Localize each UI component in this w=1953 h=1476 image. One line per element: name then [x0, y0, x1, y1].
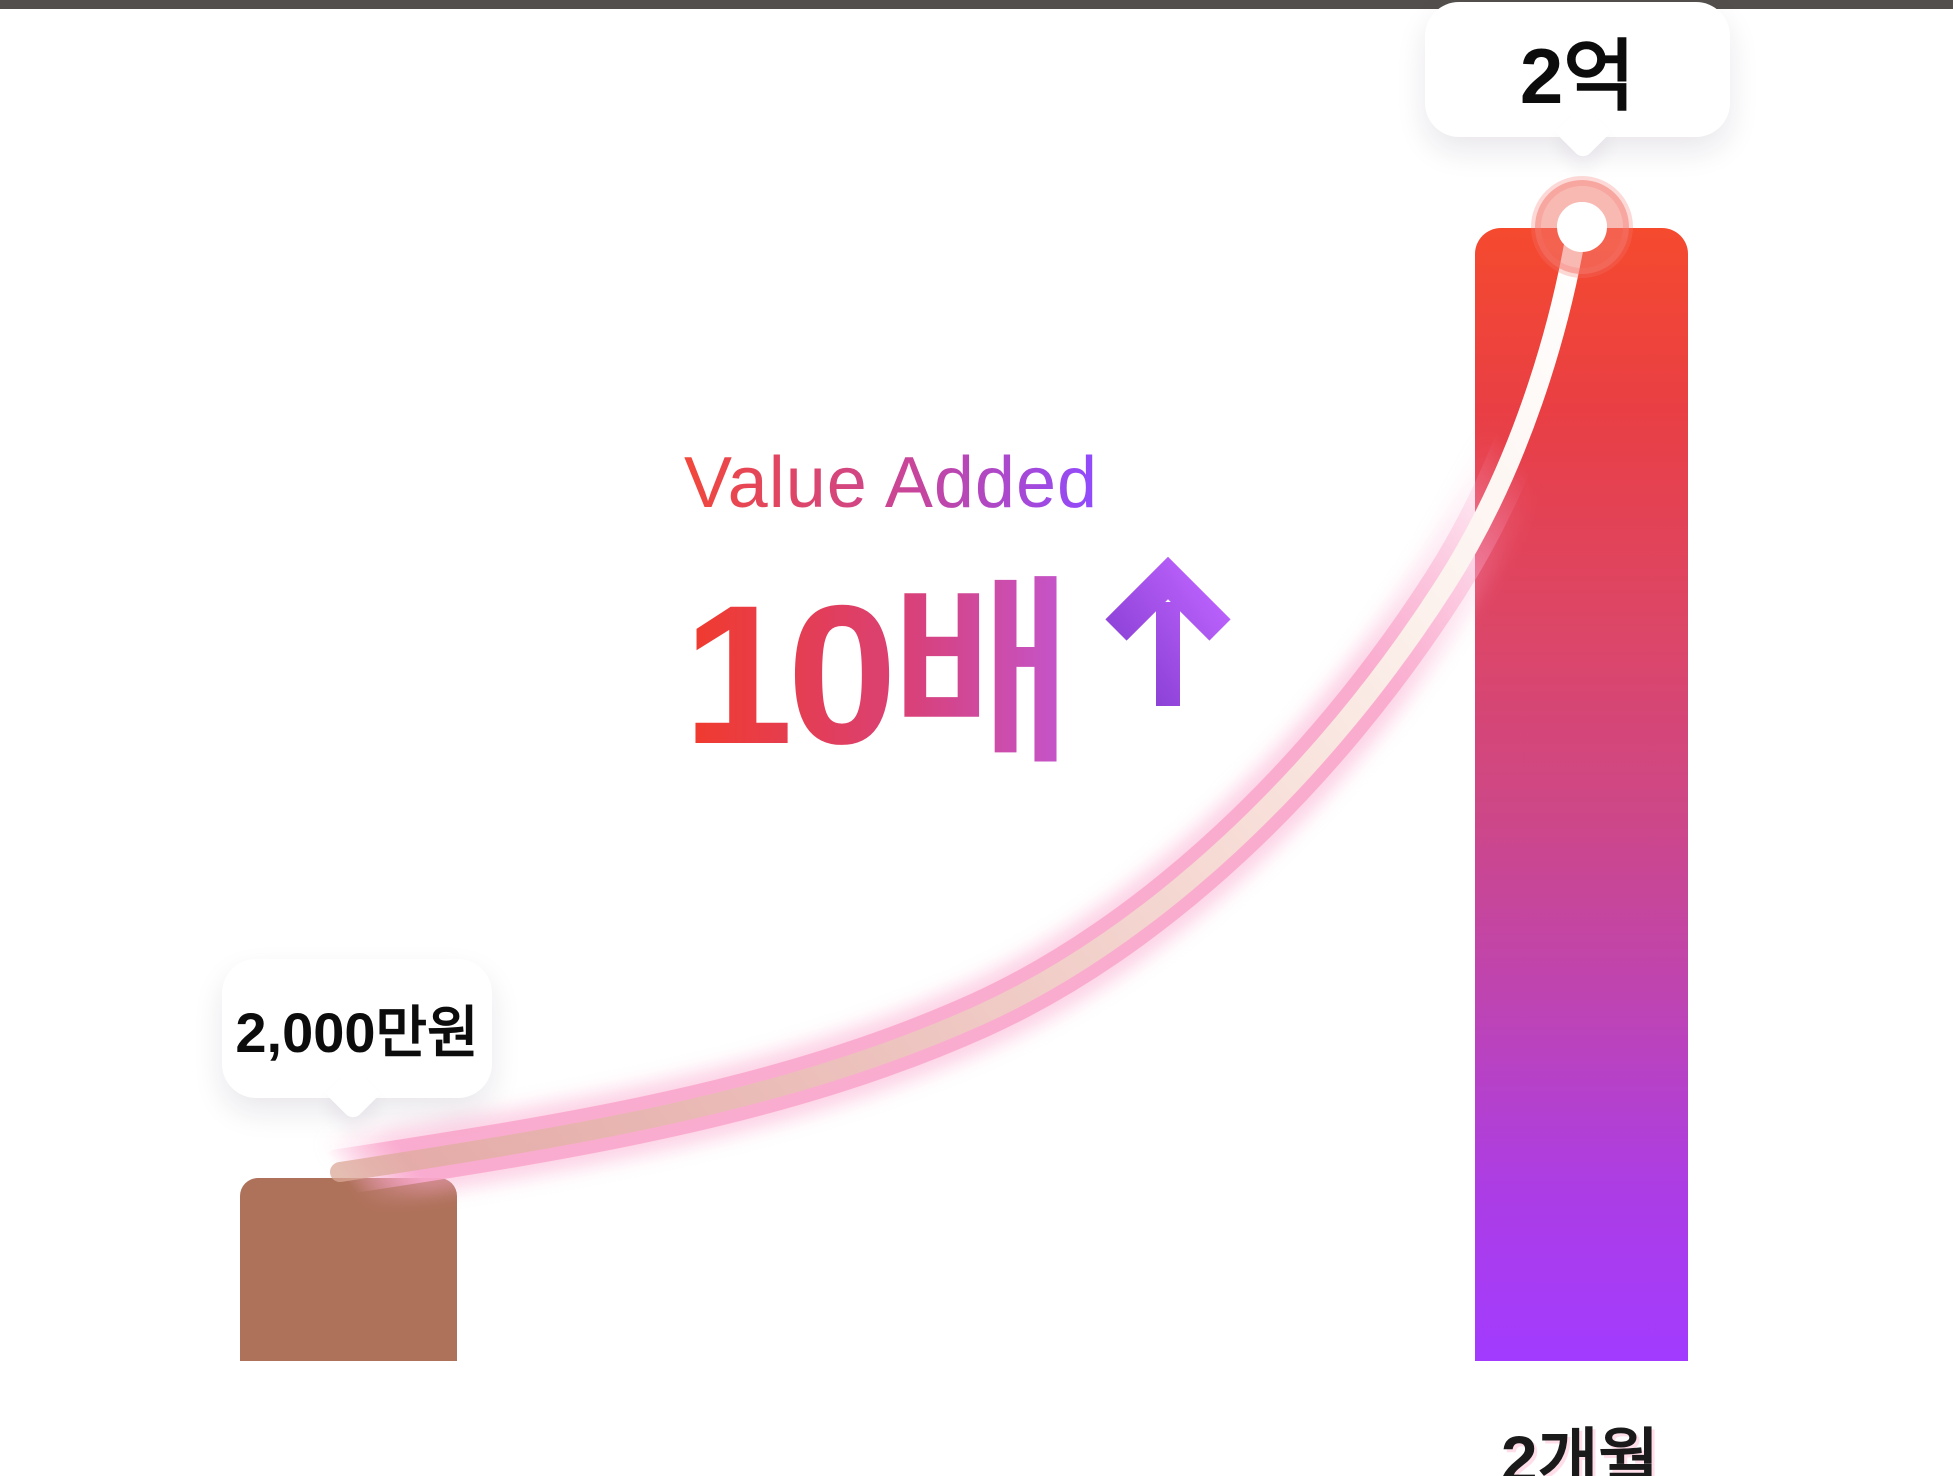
x-axis-baseline	[0, 0, 1953, 9]
end-marker-ring	[1535, 180, 1629, 274]
start-callout-bubble: 2,000만원	[222, 959, 492, 1122]
end-callout-label: 2억	[1519, 31, 1636, 120]
up-arrow-icon	[1105, 556, 1231, 706]
end-marker-dot	[1557, 202, 1607, 252]
start-callout-label: 2,000만원	[235, 1001, 479, 1064]
headline-multiplier: 10배	[683, 564, 1073, 785]
x-axis-label: 2개월	[1500, 1422, 1660, 1476]
end-callout-bubble: 2억	[1425, 2, 1730, 161]
start-bar	[240, 1178, 457, 1361]
growth-curve-core	[330, 218, 1587, 1182]
headline-eyebrow: Value Added	[684, 443, 1099, 523]
